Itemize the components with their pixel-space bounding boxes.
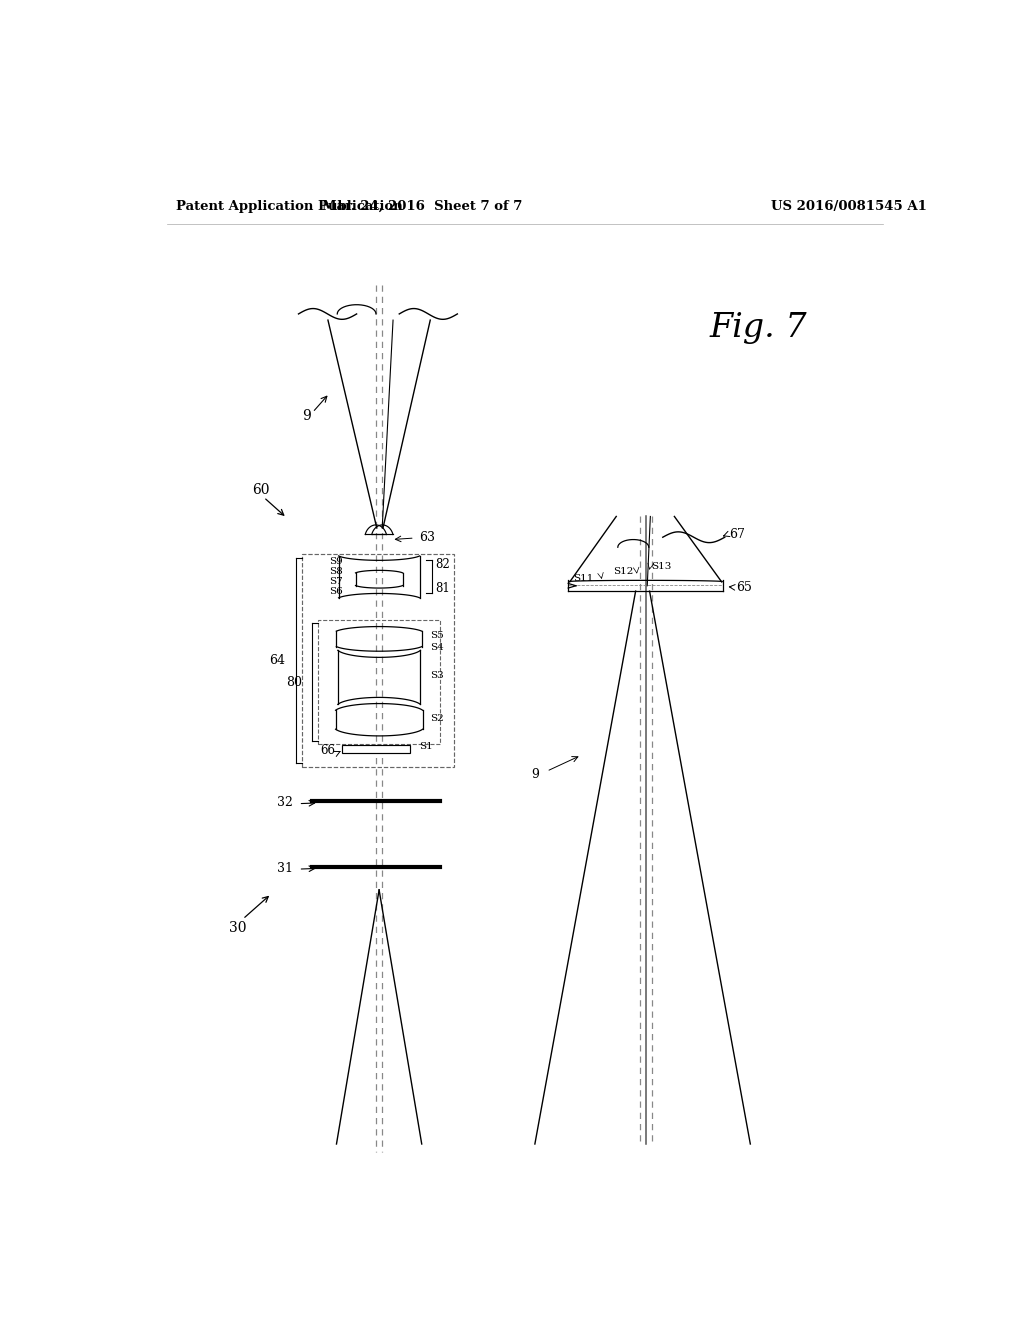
Text: 65: 65 (736, 581, 753, 594)
Text: 31: 31 (278, 862, 293, 875)
Text: S7: S7 (330, 577, 343, 586)
Text: 9: 9 (530, 768, 539, 781)
Text: 9: 9 (302, 409, 310, 424)
Text: 80: 80 (287, 676, 302, 689)
Text: 82: 82 (435, 557, 451, 570)
Text: S11: S11 (572, 574, 593, 582)
Text: US 2016/0081545 A1: US 2016/0081545 A1 (771, 199, 927, 213)
Text: 32: 32 (278, 796, 293, 809)
Text: 66: 66 (319, 744, 335, 758)
Text: Mar. 24, 2016  Sheet 7 of 7: Mar. 24, 2016 Sheet 7 of 7 (323, 199, 522, 213)
Bar (342, 744, 410, 752)
Text: 30: 30 (228, 921, 246, 936)
Text: 67: 67 (729, 528, 744, 541)
Text: S4: S4 (430, 643, 444, 652)
Text: 64: 64 (269, 653, 286, 667)
Text: 63: 63 (419, 531, 434, 544)
Text: 81: 81 (435, 582, 451, 594)
Text: S6: S6 (330, 587, 343, 597)
Text: 60: 60 (252, 483, 269, 496)
Text: S3: S3 (430, 672, 444, 680)
Text: S5: S5 (430, 631, 444, 640)
Text: Patent Application Publication: Patent Application Publication (176, 199, 402, 213)
Text: Fig. 7: Fig. 7 (710, 312, 807, 343)
Text: S8: S8 (330, 568, 343, 577)
Text: S9: S9 (330, 557, 343, 566)
Text: S12: S12 (613, 566, 633, 576)
Text: S13: S13 (651, 562, 672, 572)
Text: S2: S2 (430, 714, 444, 723)
Text: S1: S1 (420, 742, 433, 751)
